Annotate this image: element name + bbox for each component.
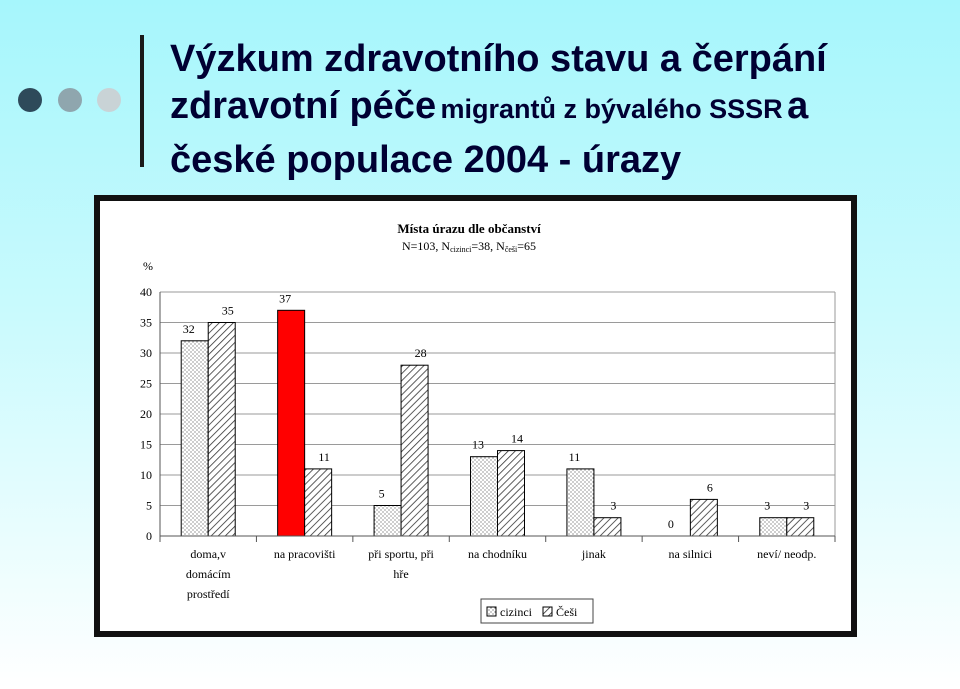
x-tick-label: domácím bbox=[186, 567, 231, 581]
title-line-2b: migrantů z bývalého SSSR bbox=[440, 94, 783, 124]
data-label: 14 bbox=[511, 432, 523, 446]
legend-label: cizinci bbox=[500, 605, 533, 619]
title-line-1: Výzkum zdravotního stavu a čerpání bbox=[170, 38, 827, 80]
x-tick-label: prostředí bbox=[187, 587, 230, 601]
slide-title: Výzkum zdravotního stavu a čerpání zdrav… bbox=[170, 36, 950, 184]
dot-light bbox=[97, 88, 121, 112]
bar-cizinci bbox=[277, 309, 306, 537]
title-divider bbox=[140, 35, 144, 167]
bar-chart: Místa úrazu dle občanství N=103, Ncizinc… bbox=[140, 221, 836, 624]
bar-cesi bbox=[207, 322, 236, 537]
data-label: 3 bbox=[610, 499, 616, 513]
chart-frame: Místa úrazu dle občanství N=103, Ncizinc… bbox=[94, 195, 857, 637]
y-tick-label: 10 bbox=[140, 468, 152, 482]
data-label: 11 bbox=[318, 450, 330, 464]
bar-cesi bbox=[497, 450, 525, 537]
subtitle-part-5: =65 bbox=[517, 239, 536, 253]
x-tick-label: hře bbox=[393, 567, 408, 581]
subtitle-part-1: N=103, N bbox=[402, 239, 450, 253]
x-tick-label: neví/ neodp. bbox=[757, 547, 816, 561]
x-tick-label: na pracovišti bbox=[274, 547, 336, 561]
data-label: 35 bbox=[222, 304, 234, 318]
subtitle-part-2: cizinci bbox=[450, 245, 472, 254]
x-tick-label: na chodníku bbox=[468, 547, 527, 561]
legend-label: Češi bbox=[556, 605, 578, 619]
y-tick-label: 35 bbox=[140, 316, 152, 330]
y-tick-label: 30 bbox=[140, 346, 152, 360]
dot-mid bbox=[58, 88, 82, 112]
bar-cesi bbox=[400, 364, 429, 537]
title-line-2a: zdravotní péče bbox=[170, 85, 437, 127]
subtitle-part-3: =38, N bbox=[471, 239, 505, 253]
data-label: 28 bbox=[415, 346, 427, 360]
bar-cizinci bbox=[373, 505, 402, 537]
bar-cesi bbox=[689, 498, 718, 537]
data-label: 0 bbox=[668, 517, 674, 531]
data-label: 32 bbox=[183, 322, 195, 336]
dot-dark bbox=[18, 88, 42, 112]
y-tick-label: 0 bbox=[146, 529, 152, 543]
y-tick-label: 25 bbox=[140, 377, 152, 391]
bar-cizinci bbox=[759, 517, 788, 537]
bar-cizinci bbox=[180, 340, 209, 537]
data-label: 3 bbox=[803, 499, 809, 513]
x-tick-label: jinak bbox=[581, 547, 606, 561]
title-line-2c: a bbox=[787, 85, 809, 127]
title-line-3: české populace 2004 - úrazy bbox=[170, 139, 682, 181]
x-tick-label: na silnici bbox=[669, 547, 713, 561]
y-tick-label: 20 bbox=[140, 407, 152, 421]
data-label: 37 bbox=[279, 291, 291, 305]
bar-cesi bbox=[786, 517, 815, 537]
data-label: 13 bbox=[472, 438, 484, 452]
chart-subtitle: N=103, Ncizinci=38, Nčeši=65 bbox=[402, 239, 536, 254]
subtitle-part-4: češi bbox=[505, 245, 518, 254]
data-label: 3 bbox=[764, 499, 770, 513]
legend-swatch bbox=[486, 606, 497, 617]
data-label: 5 bbox=[379, 487, 385, 501]
legend-swatch bbox=[542, 606, 553, 617]
y-tick-label: 40 bbox=[140, 285, 152, 299]
data-label: 6 bbox=[707, 480, 713, 494]
data-label: 11 bbox=[569, 450, 581, 464]
y-tick-label: 15 bbox=[140, 438, 152, 452]
y-tick-label: 5 bbox=[146, 499, 152, 513]
bar-cesi bbox=[304, 468, 333, 537]
x-tick-label: při sportu, při bbox=[368, 547, 434, 561]
title-line-2: zdravotní péče migrantů z bývalého SSSR … bbox=[170, 83, 950, 137]
bar-cesi bbox=[593, 517, 622, 537]
bar-cizinci bbox=[470, 456, 498, 537]
y-axis-label: % bbox=[143, 259, 153, 273]
x-tick-label: doma,v bbox=[190, 547, 226, 561]
bar-cizinci bbox=[566, 468, 595, 537]
chart-title: Místa úrazu dle občanství bbox=[397, 221, 541, 236]
legend-box bbox=[480, 598, 594, 624]
